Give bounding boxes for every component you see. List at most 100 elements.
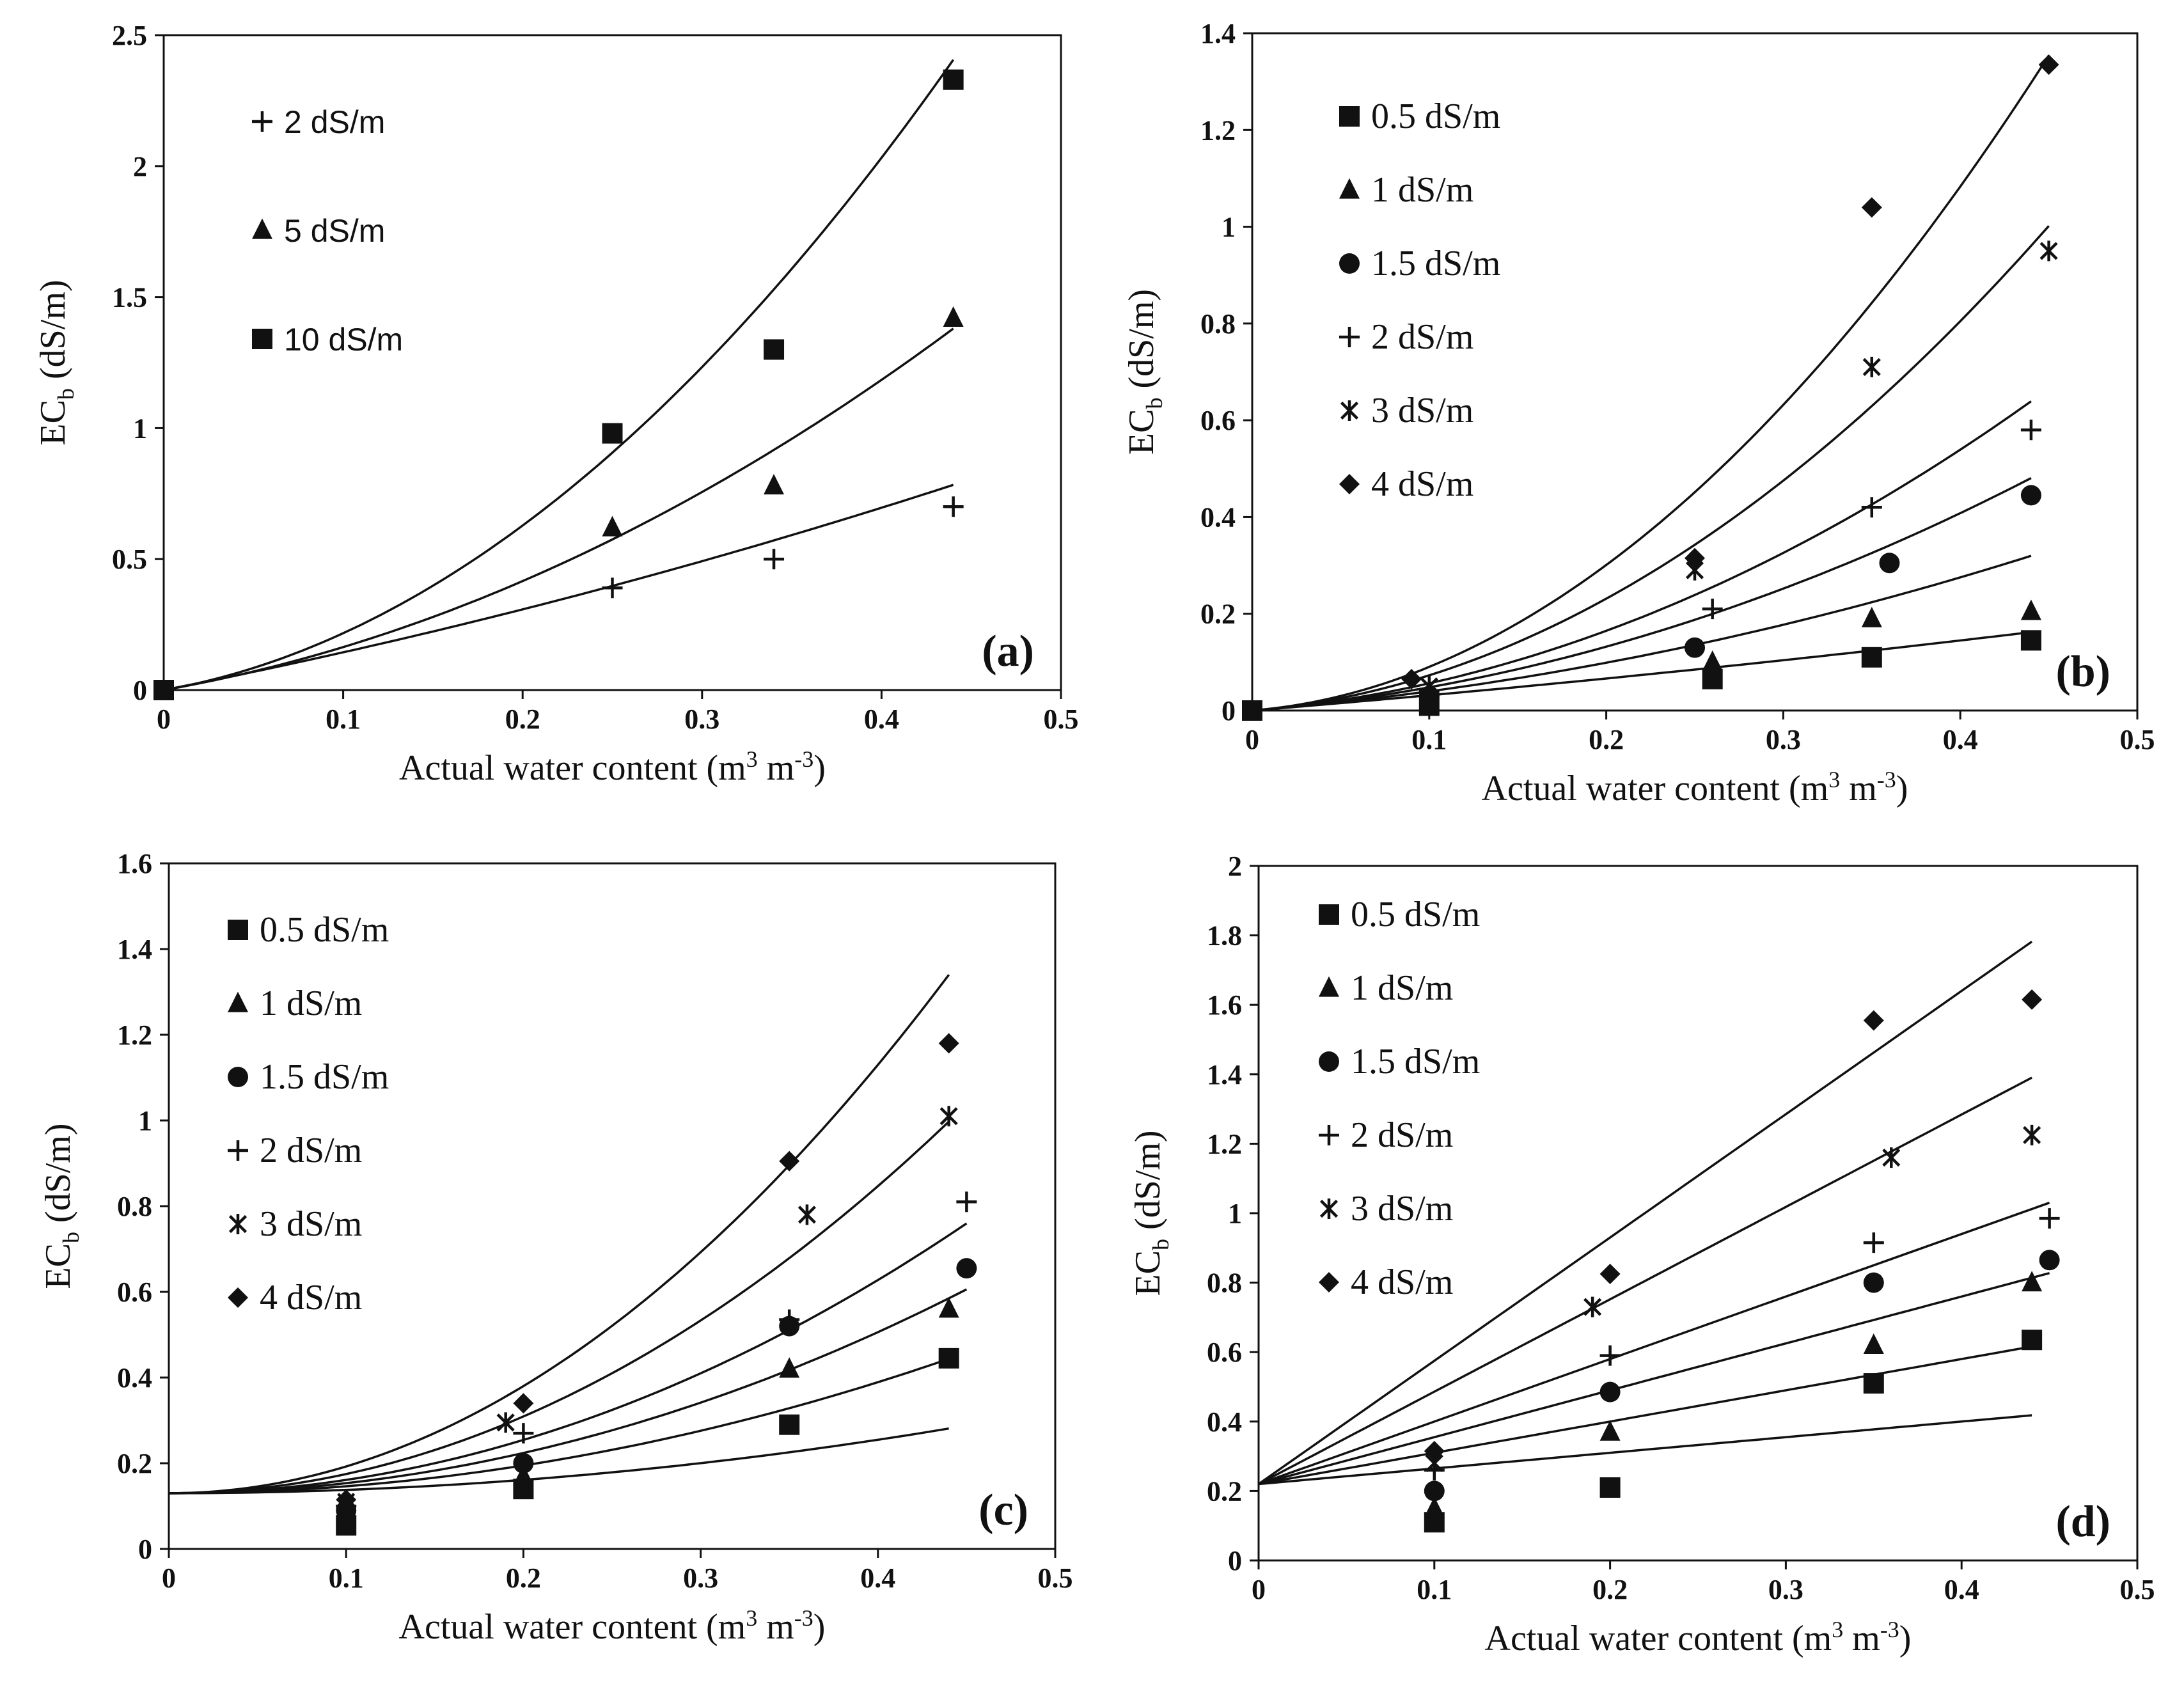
y-axis-label-sub: b — [53, 388, 79, 400]
data-point-plus — [1702, 599, 1723, 620]
y-tick-label: 0 — [133, 675, 147, 706]
x-tick-label: 0.1 — [329, 1562, 364, 1594]
panel-label: (a) — [982, 627, 1034, 676]
legend-marker-triangle — [1339, 178, 1360, 199]
data-point-asterisk — [1882, 1147, 1901, 1168]
data-point-diamond — [513, 1393, 534, 1414]
data-point-square — [1702, 668, 1723, 689]
data-point-triangle — [1863, 1333, 1884, 1354]
y-tick-label: 1.5 — [112, 282, 147, 313]
fit-line-0 — [164, 483, 954, 690]
y-tick-label: 0 — [138, 1534, 152, 1565]
y-axis-label-main: EC — [1122, 409, 1161, 455]
plot-frame — [1251, 32, 2139, 712]
y-axis-label: ECb (dS/m) — [33, 279, 79, 445]
data-point-square — [2022, 1330, 2043, 1351]
data-point-triangle — [513, 1464, 534, 1485]
y-axis-label-sub: b — [1142, 398, 1167, 409]
legend-label: 4 dS/m — [1351, 1262, 1453, 1302]
data-point-plus — [764, 549, 785, 570]
legend-label: 2 dS/m — [1371, 317, 1473, 357]
data-point-diamond — [1424, 1440, 1445, 1461]
y-axis-label: ECb (dS/m) — [1122, 289, 1167, 455]
y-axis-label-unit: (dS/m) — [38, 1123, 78, 1232]
data-point-circle — [1599, 1381, 1621, 1402]
y-axis-label-main: EC — [38, 1243, 78, 1289]
data-point-square — [602, 423, 623, 444]
legend-label: 1 dS/m — [260, 984, 362, 1023]
data-point-diamond — [779, 1151, 800, 1172]
x-axis-label-text: Actual water content (m — [399, 748, 746, 788]
y-tick-label: 0.8 — [1207, 1268, 1242, 1299]
legend-marker-square — [228, 920, 248, 940]
x-tick-label: 0.2 — [1589, 724, 1624, 755]
x-tick-label: 0.5 — [1044, 703, 1079, 735]
legend-marker-asterisk — [228, 1214, 247, 1234]
data-point-asterisk — [939, 1106, 958, 1127]
data-point-triangle — [1861, 606, 1882, 627]
data-point-plus — [2039, 1208, 2060, 1229]
y-axis-label-sub: b — [58, 1232, 84, 1243]
legend-label: 3 dS/m — [1351, 1189, 1453, 1229]
fit-line-0 — [1252, 631, 2032, 711]
data-point-square — [1599, 1477, 1621, 1498]
data-point-circle — [1424, 1481, 1445, 1502]
panel-c: 0 0.1 0.2 0.3 0.4 0.5 0 0.2 0.4 0.6 0.8 1 1.2 1.4 1.6 A… — [38, 848, 1073, 1647]
data-point-square — [2020, 630, 2041, 651]
data-point-plus — [956, 1191, 977, 1213]
x-tick-label: 0 — [1245, 724, 1259, 755]
data-point-diamond — [1242, 700, 1262, 721]
y-tick-label: 0.2 — [117, 1448, 152, 1479]
legend: 2 dS/m 5 dS/m 10 dS/m — [252, 104, 403, 357]
y-tick-label: 1.4 — [1200, 18, 1236, 49]
x-axis-label-text: Actual water content (m — [1482, 769, 1829, 808]
y-tick-label: 1.4 — [1207, 1059, 1242, 1090]
x-axis-label-mid: m — [1843, 1619, 1880, 1658]
data-point-triangle — [764, 474, 785, 495]
legend-marker-square — [1319, 904, 1339, 925]
data-point-circle — [956, 1258, 977, 1279]
x-axis-label-exp2: -3 — [794, 1605, 813, 1631]
fit-line-1 — [1259, 1345, 2032, 1486]
x-axis-label-exp1: 3 — [746, 1605, 757, 1631]
y-axis-label-unit: (dS/m) — [33, 279, 73, 388]
x-axis-label-exp2: -3 — [794, 746, 813, 772]
data-point-square — [1861, 647, 1882, 668]
x-axis-label-end: ) — [1896, 769, 1908, 808]
data-point-plus — [1863, 1232, 1884, 1253]
data-point-triangle — [1599, 1420, 1621, 1441]
y-tick-label: 0.8 — [117, 1191, 152, 1222]
x-tick-label: 0.2 — [505, 703, 540, 735]
data-point-plus — [779, 1309, 800, 1330]
legend-marker-circle — [1319, 1051, 1339, 1072]
x-tick-label: 0.4 — [1944, 1574, 1979, 1605]
fit-line-1 — [169, 1358, 950, 1495]
y-tick-label: 0.4 — [1207, 1406, 1242, 1438]
x-axis-label-exp2: -3 — [1880, 1617, 1899, 1642]
fit-line-2 — [1252, 477, 2032, 711]
y-tick-label: 1.6 — [117, 848, 152, 879]
data-point-asterisk — [496, 1412, 515, 1433]
y-axis-label-main: EC — [33, 400, 73, 446]
x-tick-label: 0.2 — [1592, 1574, 1628, 1605]
data-point-triangle — [2022, 1271, 2043, 1292]
legend-label: 10 dS/m — [284, 322, 403, 357]
x-axis-label: Actual water content (m3 m-3) — [1485, 1617, 1912, 1658]
data-point-square — [764, 339, 785, 360]
legend-label: 3 dS/m — [260, 1204, 362, 1244]
panel-b: 0 0.1 0.2 0.3 0.4 0.5 0 0.2 0.4 0.6 0.8 1 1.2 1.4 Actu… — [1122, 18, 2155, 808]
legend-marker-circle — [228, 1067, 248, 1087]
legend-marker-square — [1339, 106, 1360, 127]
data-point-square — [938, 1347, 959, 1369]
legend: 0.5 dS/m 1 dS/m 1.5 dS/m 2 dS/m 3 dS/m 4 dS/m — [228, 910, 389, 1317]
legend-marker-square — [252, 329, 272, 349]
fit-line-2 — [164, 59, 955, 690]
data-point-asterisk — [2023, 1124, 2041, 1145]
x-axis-label-exp1: 3 — [1828, 767, 1840, 792]
fit-line-5 — [1252, 54, 2050, 711]
legend-marker-plus — [1339, 327, 1360, 347]
data-point-plus — [943, 496, 964, 517]
y-tick-label: 2.5 — [112, 20, 147, 51]
x-tick-label: 0.4 — [1943, 724, 1978, 755]
